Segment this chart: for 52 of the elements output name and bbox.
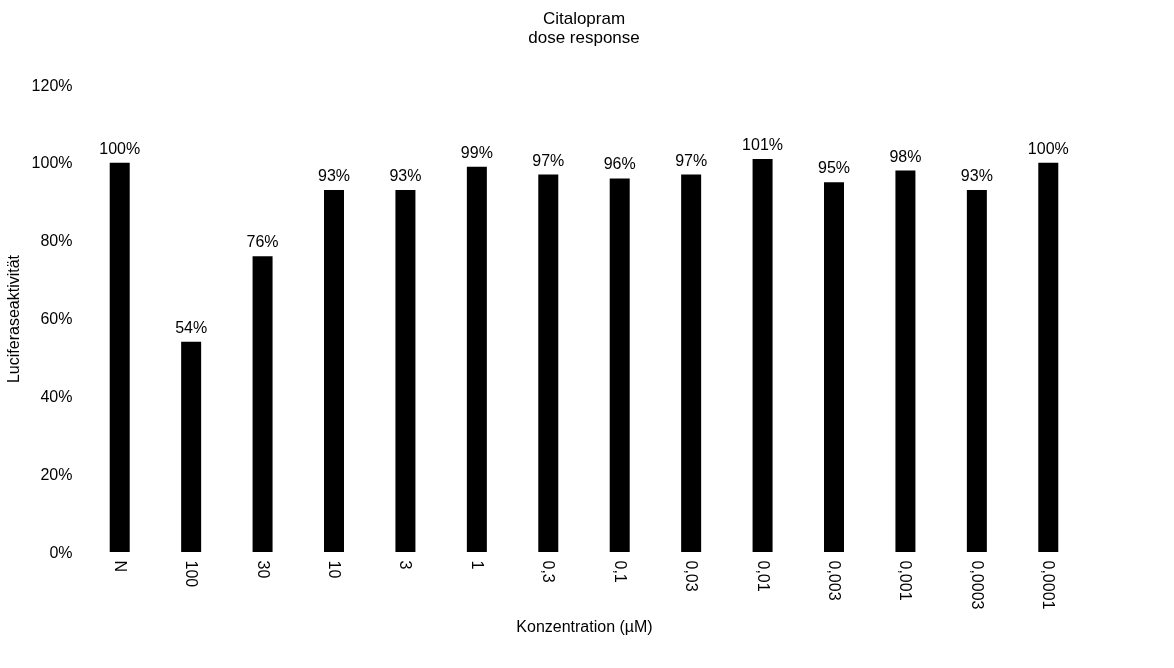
- x-tick-label: 0,001: [897, 560, 915, 601]
- bar: [681, 174, 702, 552]
- bar: [966, 190, 987, 552]
- x-tick-label: 30: [254, 560, 272, 579]
- x-tick-label: 0,0001: [1040, 560, 1058, 610]
- x-tick-label: 0,003: [826, 560, 843, 601]
- data-label: 93%: [389, 167, 422, 185]
- bar: [1038, 162, 1059, 552]
- x-tick-label: 0,3: [540, 560, 558, 583]
- x-tick-label: N: [111, 560, 129, 573]
- data-label: 93%: [960, 167, 993, 185]
- data-label: 93%: [317, 167, 351, 185]
- x-tick-label: 0,1: [611, 560, 629, 583]
- y-tick-label: 0%: [49, 543, 73, 561]
- bar: [609, 178, 630, 552]
- bar: [395, 190, 416, 552]
- data-label: 100%: [1027, 139, 1069, 157]
- bar: [752, 158, 773, 552]
- y-tick-label: 100%: [31, 154, 73, 172]
- data-label: 54%: [175, 318, 208, 336]
- chart-title: Citalopram dose response: [528, 9, 640, 47]
- x-tick-label: 1: [468, 560, 486, 570]
- bar: [252, 256, 273, 552]
- y-tick-label: 120%: [31, 76, 73, 94]
- bar: [466, 166, 487, 552]
- data-label: 96%: [603, 155, 636, 173]
- bar: [895, 170, 916, 552]
- data-label: 97%: [675, 151, 708, 169]
- x-axis-title: Konzentration (µM): [516, 618, 653, 636]
- data-label: 100%: [99, 139, 141, 157]
- x-tick-label: 10: [326, 560, 343, 579]
- data-label: 97%: [532, 151, 565, 169]
- data-label: 101%: [742, 135, 784, 153]
- y-tick-label: 60%: [40, 310, 73, 327]
- y-tick-label: 20%: [40, 465, 73, 483]
- bar: [181, 341, 202, 552]
- x-tick-label: 0,0003: [968, 560, 986, 610]
- y-tick-label: 80%: [40, 232, 73, 250]
- y-axis-title: Luciferaseaktivität: [4, 254, 22, 384]
- bar: [109, 162, 130, 552]
- data-label: 99%: [460, 143, 493, 161]
- x-tick-label: 0,03: [683, 560, 701, 592]
- x-tick-label: 100: [183, 560, 201, 588]
- x-tick-label: 0,01: [754, 560, 772, 592]
- y-tick-label: 40%: [40, 387, 73, 405]
- bar: [824, 182, 844, 552]
- data-label: 95%: [817, 159, 851, 177]
- x-tick-label: 3: [397, 560, 415, 570]
- data-label: 98%: [889, 147, 922, 165]
- data-label: 76%: [246, 233, 279, 251]
- bar: [538, 174, 559, 552]
- bar: [324, 190, 344, 552]
